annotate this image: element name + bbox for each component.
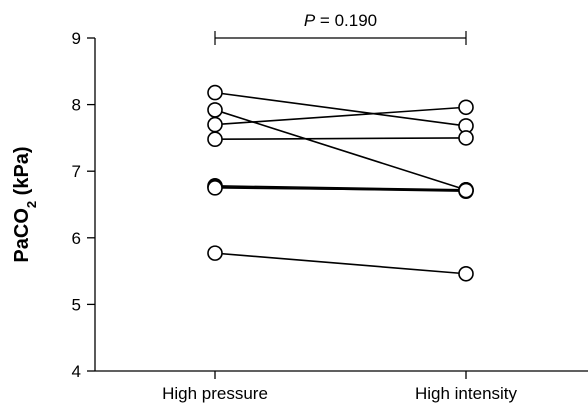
subject-series: [207, 180, 474, 199]
series-line: [214, 137, 467, 141]
p-value-label: P = 0.190: [304, 11, 377, 30]
series-layer: [207, 84, 474, 282]
data-point: [207, 245, 223, 261]
series-line: [214, 252, 467, 275]
data-point: [207, 180, 223, 196]
y-tick-label: 6: [72, 229, 81, 248]
data-point: [458, 265, 474, 282]
y-axis-label: PaCO2 (kPa): [11, 146, 39, 262]
data-point: [458, 99, 474, 116]
y-axis: 4 5 6 7 8 9: [72, 29, 96, 381]
x-category-label: High pressure: [162, 384, 268, 403]
x-axis: High pressure High intensity: [95, 370, 588, 403]
series-line: [214, 185, 467, 191]
data-point: [458, 130, 474, 146]
data-point: [207, 84, 223, 101]
y-tick-label: 5: [72, 295, 81, 314]
data-point: [207, 102, 223, 118]
subject-series: [207, 130, 474, 148]
y-tick-label: 9: [72, 29, 81, 48]
data-point: [458, 182, 474, 199]
series-line: [214, 187, 467, 192]
y-tick-label: 8: [72, 96, 81, 115]
series-line: [214, 106, 467, 126]
y-tick-label: 7: [72, 162, 81, 181]
series-line: [214, 91, 467, 127]
y-tick-label: 4: [72, 362, 81, 381]
subject-series: [207, 102, 474, 198]
subject-series: [207, 99, 474, 133]
subject-series: [207, 245, 474, 282]
data-point: [207, 131, 223, 148]
subject-series: [207, 84, 474, 134]
significance-annotation: P = 0.190: [214, 11, 467, 45]
series-line: [214, 109, 467, 191]
data-point: [207, 116, 223, 133]
x-category-label: High intensity: [415, 384, 518, 403]
